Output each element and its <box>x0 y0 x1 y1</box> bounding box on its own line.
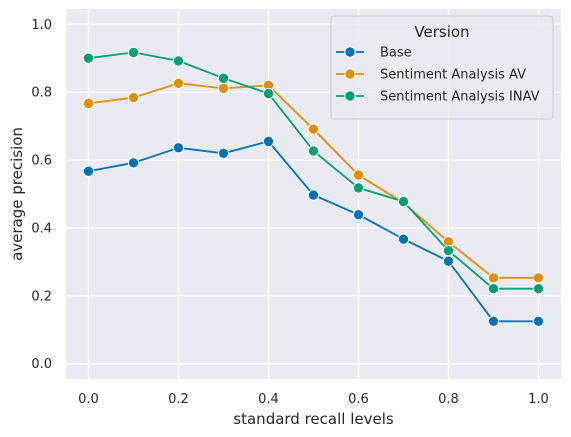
data-point <box>397 195 410 208</box>
data-point <box>262 87 275 100</box>
data-point <box>307 145 320 157</box>
data-point <box>82 165 95 177</box>
series-2 <box>82 46 545 295</box>
data-point <box>172 77 185 90</box>
y-tick-labels: 0.0 0.2 0.4 0.6 0.8 1.0 <box>31 18 52 372</box>
data-point <box>217 72 230 84</box>
legend-entry: Sentiment Analysis AV <box>336 68 526 83</box>
x-tick-label: 0.0 <box>78 392 99 407</box>
legend-label: Sentiment Analysis INAV <box>380 90 540 105</box>
data-point <box>352 209 365 221</box>
data-point <box>82 52 95 64</box>
x-tick-label: 0.2 <box>168 392 189 407</box>
series-layer <box>82 46 545 327</box>
data-point <box>172 55 185 67</box>
legend: Version Base Sentiment Analysis AV Sentime… <box>330 15 554 120</box>
data-point <box>217 147 230 159</box>
y-tick-label: 0.6 <box>31 154 52 169</box>
data-point <box>352 182 365 194</box>
legend-marker <box>344 46 356 58</box>
legend-entry: Base <box>336 46 412 61</box>
x-tick-labels: 0.0 0.2 0.4 0.6 0.8 1.0 <box>78 392 549 407</box>
data-point <box>442 244 455 257</box>
x-tick-label: 0.8 <box>438 392 459 407</box>
y-tick-label: 1.0 <box>31 18 52 33</box>
x-tick-label: 1.0 <box>528 392 549 407</box>
y-tick-label: 0.0 <box>31 357 52 372</box>
data-point <box>487 283 500 295</box>
data-point <box>307 123 320 135</box>
data-point <box>127 157 140 169</box>
legend-title: Version <box>414 23 469 41</box>
data-point <box>307 189 320 201</box>
data-point <box>532 272 545 284</box>
data-point <box>127 46 140 59</box>
legend-marker <box>344 68 356 80</box>
x-tick-label: 0.4 <box>258 392 279 407</box>
legend-box <box>330 15 554 120</box>
data-point <box>352 169 365 181</box>
data-point <box>217 82 230 95</box>
data-point <box>262 135 275 148</box>
legend-entry: Sentiment Analysis INAV <box>336 90 540 105</box>
legend-label: Base <box>380 46 412 61</box>
y-tick-label: 0.2 <box>31 289 52 304</box>
x-axis-label: standard recall levels <box>233 410 394 428</box>
data-point <box>532 315 545 327</box>
data-point <box>487 315 500 327</box>
y-tick-label: 0.8 <box>31 86 52 101</box>
data-point <box>82 97 95 110</box>
data-point <box>532 283 545 295</box>
y-tick-label: 0.4 <box>31 221 52 236</box>
data-point <box>397 233 410 245</box>
data-point <box>487 272 500 284</box>
y-axis-label: average precision <box>8 127 26 261</box>
data-point <box>172 142 185 154</box>
legend-marker <box>344 90 356 102</box>
data-point <box>442 255 455 267</box>
series-0 <box>82 135 545 327</box>
x-tick-label: 0.6 <box>348 392 369 407</box>
data-point <box>127 91 140 104</box>
legend-label: Sentiment Analysis AV <box>380 68 526 83</box>
